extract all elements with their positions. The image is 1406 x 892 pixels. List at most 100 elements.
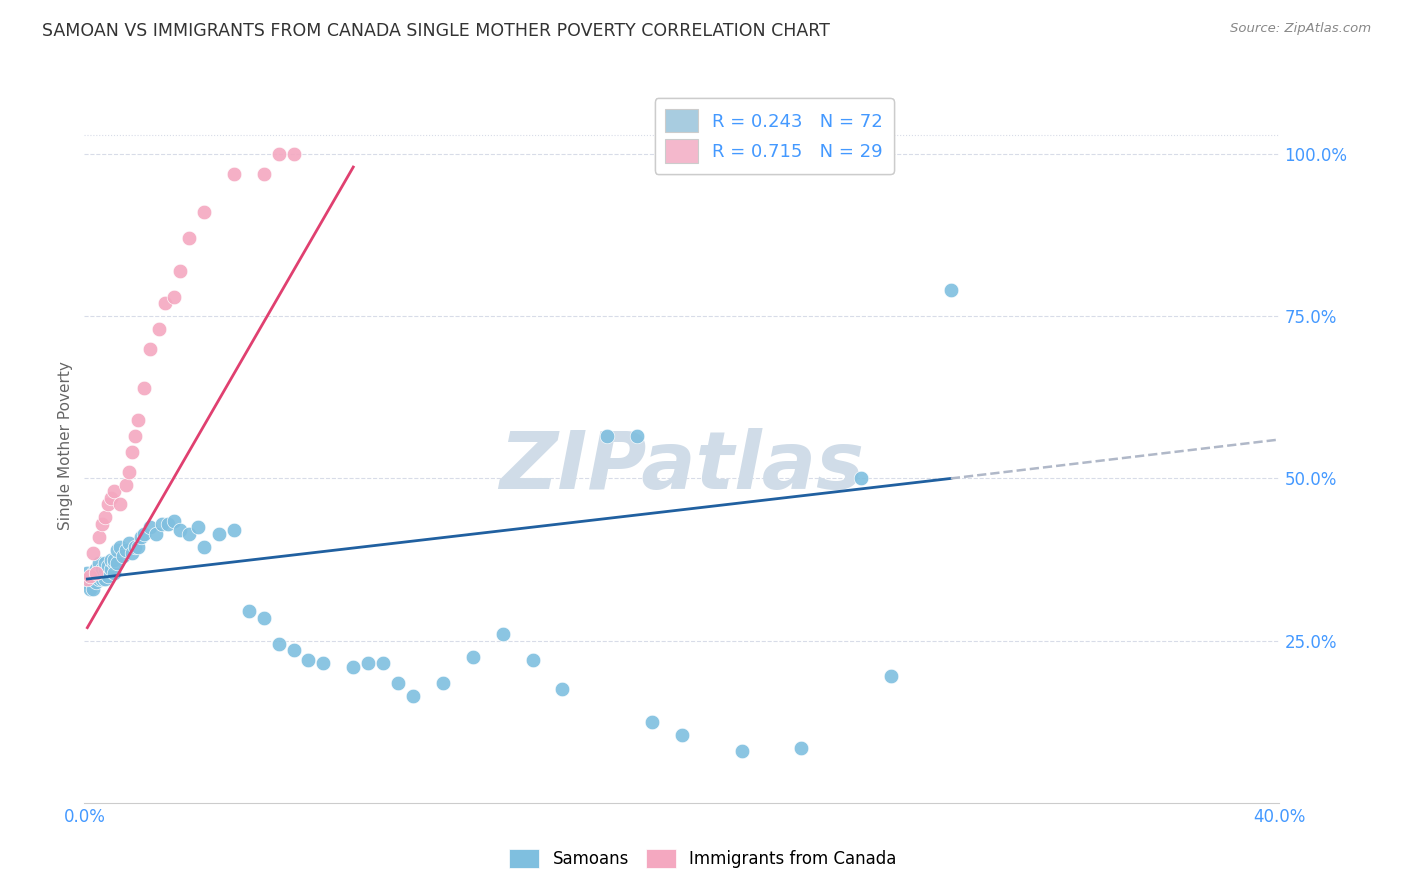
Point [139,520,162,534]
Point [342,659,364,673]
Point [492,627,515,641]
Point [193,205,215,219]
Point [253,167,276,181]
Point [86,575,108,590]
Point [82,582,104,596]
Point [97,497,120,511]
Point [91,562,114,576]
Point [387,675,409,690]
Point [82,566,104,580]
Point [731,744,754,758]
Point [105,556,128,570]
Point [94,510,117,524]
Point [150,516,173,531]
Point [82,546,104,560]
Point [641,714,664,729]
Point [76,566,98,580]
Point [163,514,186,528]
Point [86,562,108,576]
Point [103,556,125,570]
Point [115,478,138,492]
Point [103,552,125,566]
Point [91,516,114,531]
Point [79,568,101,582]
Point [94,556,117,570]
Point [283,643,305,657]
Legend: R = 0.243   N = 72, R = 0.715   N = 29: R = 0.243 N = 72, R = 0.715 N = 29 [655,98,894,174]
Point [297,653,319,667]
Point [127,540,149,554]
Point [89,562,111,576]
Point [118,465,141,479]
Point [253,611,276,625]
Y-axis label: Single Mother Poverty: Single Mother Poverty [58,361,73,531]
Point [880,669,903,683]
Point [596,429,619,443]
Text: Source: ZipAtlas.com: Source: ZipAtlas.com [1230,22,1371,36]
Point [177,526,200,541]
Point [89,572,111,586]
Point [94,562,117,576]
Point [129,530,152,544]
Point [283,147,305,161]
Point [91,572,114,586]
Point [157,516,180,531]
Point [357,657,380,671]
Point [169,524,191,538]
Point [86,566,108,580]
Text: SAMOAN VS IMMIGRANTS FROM CANADA SINGLE MOTHER POVERTY CORRELATION CHART: SAMOAN VS IMMIGRANTS FROM CANADA SINGLE … [42,22,830,40]
Point [208,526,231,541]
Point [97,559,120,574]
Point [100,552,122,566]
Point [97,568,120,582]
Point [402,689,425,703]
Point [89,556,111,570]
Point [127,413,149,427]
Point [79,582,101,596]
Point [312,657,335,671]
Point [100,562,122,576]
Point [187,520,209,534]
Point [671,728,693,742]
Point [238,604,260,618]
Point [432,675,454,690]
Point [551,682,574,697]
Point [148,322,170,336]
Point [103,484,125,499]
Point [124,540,146,554]
Point [112,549,135,564]
Point [132,526,156,541]
Point [267,637,290,651]
Point [110,540,132,554]
Point [100,491,122,505]
Point [371,657,394,671]
Legend: Samoans, Immigrants from Canada: Samoans, Immigrants from Canada [503,842,903,875]
Point [110,497,132,511]
Text: ZIPatlas: ZIPatlas [499,428,865,507]
Point [121,445,143,459]
Point [86,566,108,580]
Point [222,524,245,538]
Point [118,536,141,550]
Point [94,572,117,586]
Point [132,381,156,395]
Point [790,740,813,755]
Point [139,342,162,356]
Point [121,546,143,560]
Point [145,526,167,541]
Point [267,147,290,161]
Point [79,572,101,586]
Point [124,429,146,443]
Point [163,290,186,304]
Point [105,542,128,557]
Point [193,540,215,554]
Point [626,429,648,443]
Point [82,568,104,582]
Point [939,283,962,297]
Point [115,542,138,557]
Point [76,572,98,586]
Point [522,653,544,667]
Point [76,575,98,590]
Point [89,530,111,544]
Point [169,264,191,278]
